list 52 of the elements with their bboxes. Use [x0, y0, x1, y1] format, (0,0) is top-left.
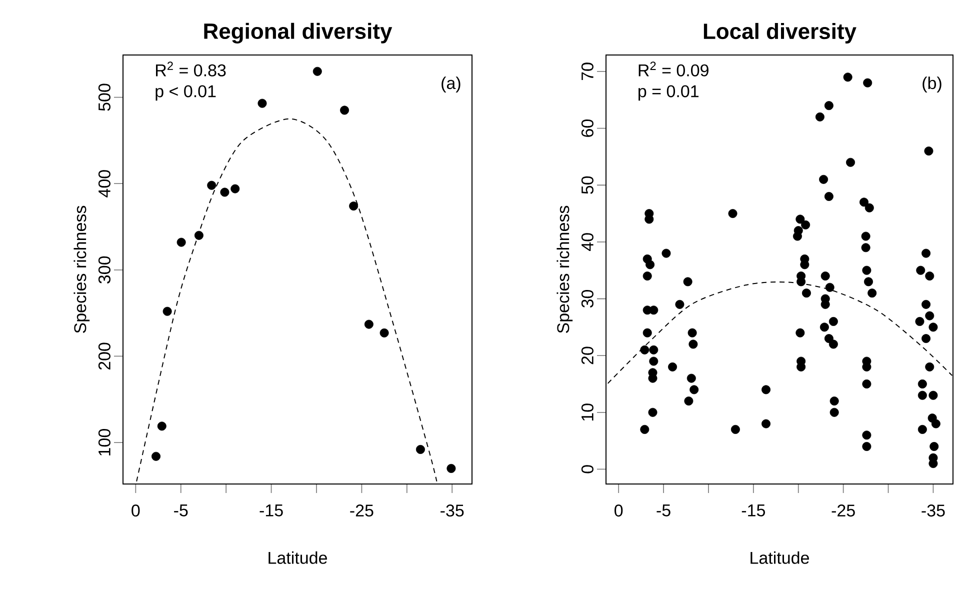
- x-tick-label: -5: [656, 504, 670, 516]
- y-tick-label: 300: [98, 256, 110, 284]
- y-tick-label: 400: [98, 170, 110, 198]
- point: [258, 98, 267, 108]
- point: [416, 444, 425, 454]
- y-tick-label: 10: [581, 404, 594, 421]
- point: [340, 106, 350, 115]
- point: [194, 230, 204, 240]
- point: [220, 188, 230, 197]
- y-tick-label: 200: [98, 342, 110, 370]
- x-tick-label: 0: [614, 504, 623, 517]
- x-tick-label: -25: [350, 504, 374, 517]
- x-tick-label: -25: [832, 504, 855, 517]
- x-axis-title: Latitude: [750, 551, 809, 564]
- y-tick-label: 40: [581, 233, 594, 251]
- y-tick-label: 20: [581, 346, 594, 364]
- annotation: (b): [922, 76, 942, 92]
- y-tick-label: 50: [581, 176, 594, 194]
- point: [162, 306, 172, 316]
- y-axis-title: Species richness: [556, 206, 573, 333]
- annotation: R$^{2}$ = 0.83: [156, 62, 226, 76]
- y-tick-label: 60: [581, 119, 594, 137]
- point: [176, 238, 186, 247]
- x-tick-label: -15: [260, 504, 283, 516]
- y-tick-label: 0: [581, 465, 594, 474]
- x-tick-label: 0: [132, 504, 140, 517]
- point: [380, 328, 389, 338]
- annotation: (a): [442, 76, 460, 92]
- point: [312, 66, 322, 76]
- x-tick-label: -5: [174, 504, 188, 516]
- y-tick-label: 500: [98, 84, 110, 111]
- point: [364, 320, 374, 329]
- point: [349, 202, 358, 211]
- x-tick-label: -15: [742, 504, 765, 516]
- point: [152, 452, 161, 461]
- y-tick-label: 100: [98, 429, 110, 456]
- point: [230, 184, 240, 194]
- annotation: p < 0.01: [156, 85, 216, 101]
- y-tick-label: 30: [581, 290, 594, 308]
- y-axis-title: Species richness: [74, 206, 90, 333]
- annotation: p = 0.01: [638, 85, 698, 101]
- point: [446, 464, 456, 473]
- point: [207, 180, 216, 190]
- chart-title: Regional diversity: [204, 22, 392, 44]
- line-series: [136, 118, 438, 482]
- point: [157, 422, 166, 431]
- x-axis-title: Latitude: [268, 551, 327, 564]
- x-tick-label: -35: [440, 504, 464, 517]
- y-tick-label: 70: [581, 62, 594, 80]
- chart-title: Local diversity: [704, 22, 856, 44]
- annotation: R$^{2}$ = 0.09: [638, 62, 708, 76]
- x-tick-label: -35: [922, 504, 945, 517]
